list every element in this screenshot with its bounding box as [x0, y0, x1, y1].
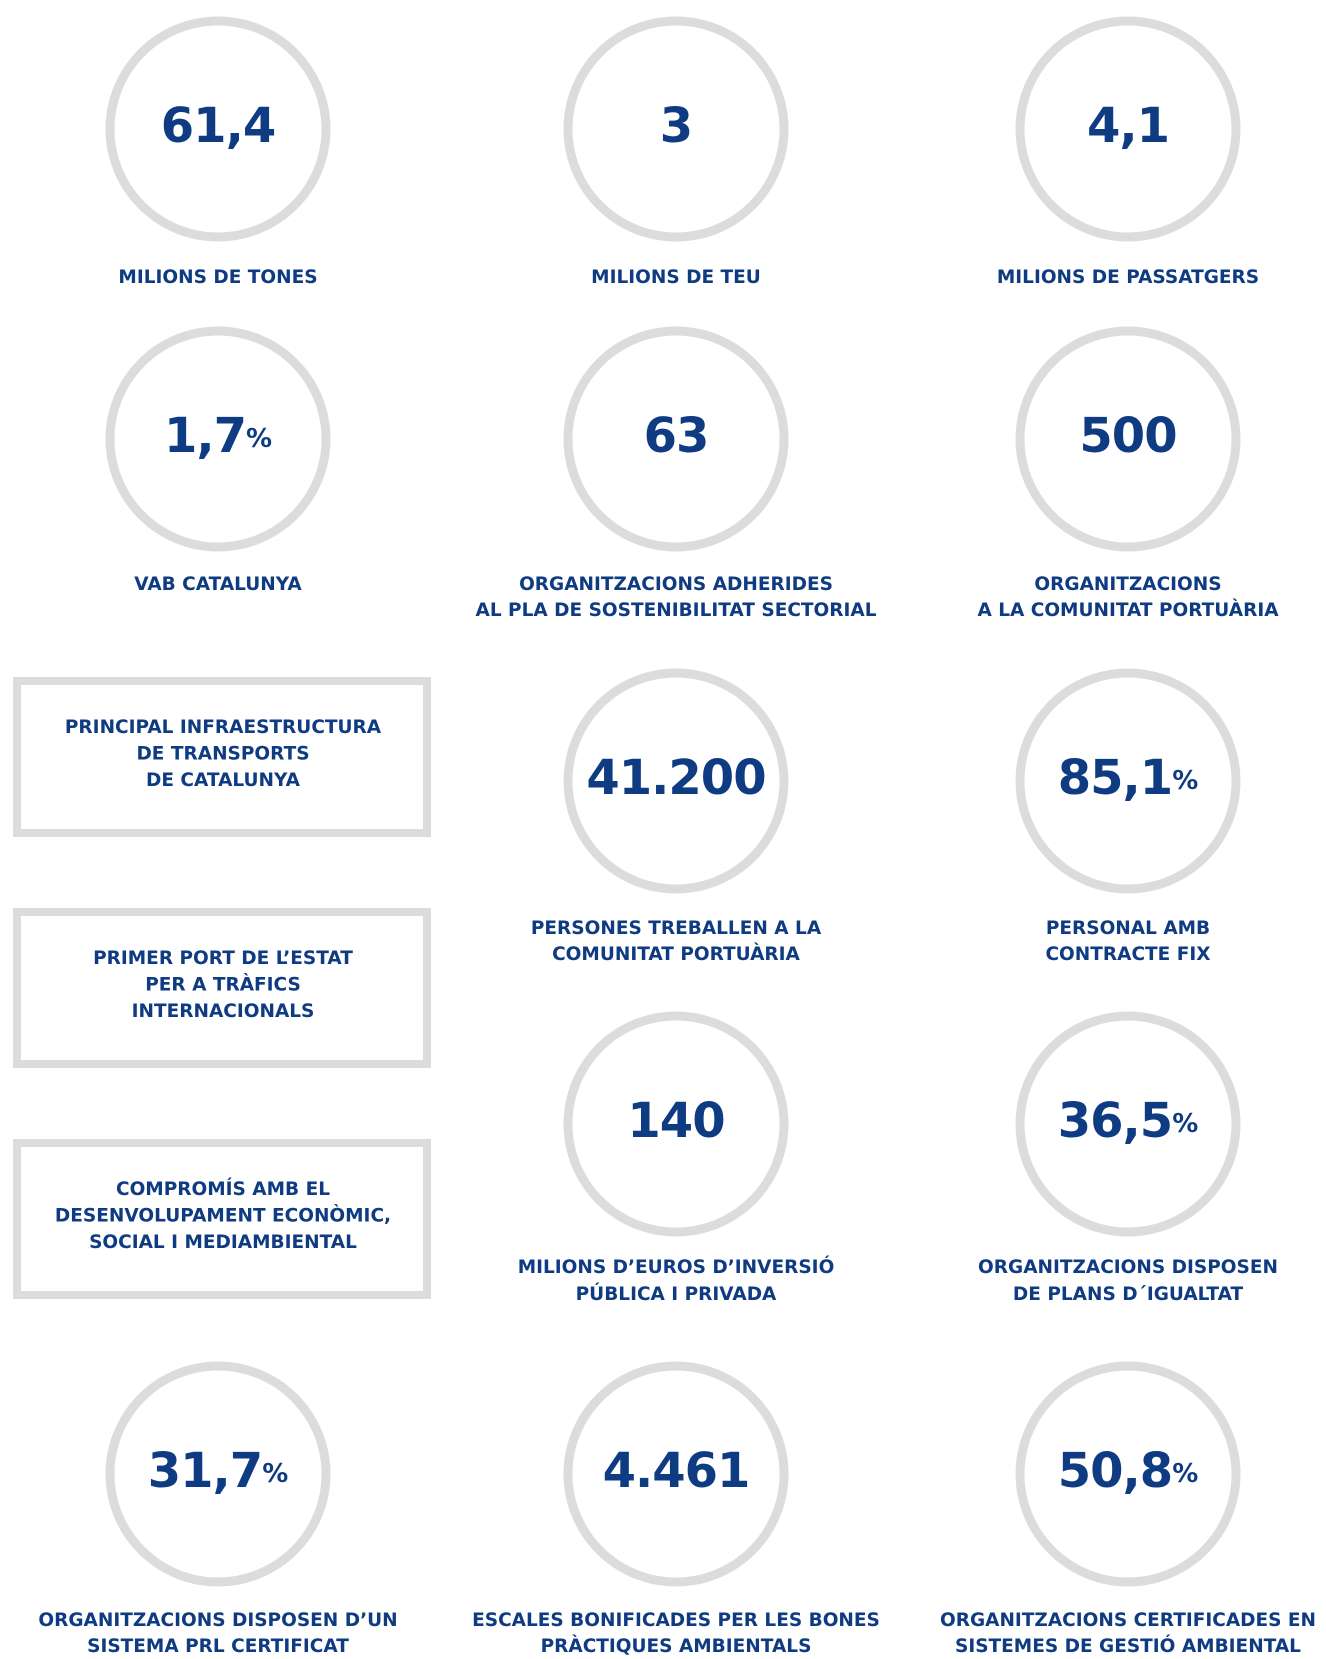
stat-value: 140 [627, 1093, 724, 1149]
stat-number: 50,8 [1058, 1443, 1172, 1499]
stat-number: 1,7 [164, 408, 246, 464]
stat: 4,1 MILIONS DE PASSATGERS [997, 16, 1259, 288]
stat-ring [1015, 1361, 1241, 1587]
stat-value: 50,8% [1058, 1443, 1199, 1499]
stat: 61,4 MILIONS DE TONES [105, 16, 331, 288]
stat-number: 140 [627, 1093, 724, 1149]
stat-number: 61,4 [161, 98, 275, 154]
stat: 140 MILIONS D’EUROS D’INVERSIÓ PÚBLICA I P… [518, 1011, 835, 1305]
stat-number: 85,1 [1058, 750, 1172, 806]
stat-ring [563, 668, 789, 894]
stat: 85,1% PERSONAL AMB CONTRACTE FIX [1015, 668, 1241, 965]
stat-number: 41.200 [586, 750, 765, 806]
stat-unit: % [246, 424, 272, 454]
stat-value: 4.461 [603, 1443, 750, 1499]
stat-value: 41.200 [586, 750, 765, 806]
info-box: PRINCIPAL INFRAESTRUCTURA DE TRANSPORTS DE… [13, 677, 431, 837]
stat-label: MILIONS D’EUROS D’INVERSIÓ [518, 1256, 835, 1278]
stat-value: 3 [660, 98, 692, 154]
stat-number: 500 [1079, 408, 1176, 464]
stat-ring [563, 1011, 789, 1237]
stat-label: ORGANITZACIONS DISPOSEN D’UN [38, 1610, 397, 1631]
stat-value: 500 [1079, 408, 1176, 464]
stat: 1,7% VAB CATALUNYA [105, 326, 331, 595]
stat-value: 31,7% [148, 1443, 289, 1499]
stat: 31,7% ORGANITZACIONS DISPOSEN D’UN SISTEMA… [38, 1361, 398, 1657]
stat-value: 85,1% [1058, 750, 1199, 806]
stat: 4.461 ESCALES BONIFICADES PER LES BONES PR… [472, 1361, 880, 1657]
stat-label: PRÀCTIQUES AMBIENTALS [541, 1635, 812, 1657]
stat-label: MILIONS DE TONES [118, 267, 317, 288]
stat-value: 4,1 [1087, 98, 1169, 154]
stat-ring [563, 16, 789, 242]
stat-number: 3 [660, 98, 692, 154]
info-box: COMPROMÍS AMB EL DESENVOLUPAMENT ECONÒMIC… [13, 1139, 431, 1299]
stat-label: MILIONS DE PASSATGERS [997, 267, 1259, 288]
box-text: INTERNACIONALS [132, 1001, 315, 1022]
info-box: PRIMER PORT DE L’ESTAT PER A TRÀFICS INTER… [13, 908, 431, 1068]
box-text: DE CATALUNYA [146, 770, 301, 791]
box-text: PRIMER PORT DE L’ESTAT [93, 948, 353, 969]
stat-unit: % [262, 1459, 288, 1489]
box-frame [13, 1139, 431, 1299]
stat-number: 63 [644, 408, 709, 464]
stat-label: VAB CATALUNYA [134, 574, 302, 595]
stat-unit: % [1172, 1459, 1198, 1489]
stat: 41.200 PERSONES TREBALLEN A LA COMUNITAT P… [531, 668, 822, 965]
stat-ring [1015, 1011, 1241, 1237]
stat-label: A LA COMUNITAT PORTUÀRIA [977, 599, 1279, 621]
stat-label: AL PLA DE SOSTENIBILITAT SECTORIAL [476, 600, 877, 621]
stat-label: ESCALES BONIFICADES PER LES BONES [472, 1610, 880, 1631]
stat-ring [563, 1361, 789, 1587]
stat-label: CONTRACTE FIX [1045, 944, 1210, 965]
stat-label: ORGANITZACIONS ADHERIDES [519, 574, 833, 595]
stat-unit: % [1172, 766, 1198, 796]
stat: 36,5% ORGANITZACIONS DISPOSEN DE PLANS D´I… [978, 1011, 1278, 1305]
stat-number: 31,7 [148, 1443, 262, 1499]
stat-ring [1015, 668, 1241, 894]
stat-value: 36,5% [1058, 1093, 1199, 1149]
box-text: DE TRANSPORTS [136, 744, 309, 765]
stat-ring [105, 16, 331, 242]
stat-label: SISTEMA PRL CERTIFICAT [87, 1636, 349, 1657]
stat-number: 4,1 [1087, 98, 1169, 154]
stat-label: COMUNITAT PORTUÀRIA [552, 943, 800, 965]
stat-number: 36,5 [1058, 1093, 1172, 1149]
box-frame [13, 677, 431, 837]
box-text: PRINCIPAL INFRAESTRUCTURA [65, 717, 382, 738]
stat-label: PERSONAL AMB [1046, 918, 1210, 939]
box-text: PER A TRÀFICS [145, 974, 301, 996]
box-text: SOCIAL I MEDIAMBIENTAL [89, 1232, 357, 1253]
stat-ring [563, 326, 789, 552]
box-text: COMPROMÍS AMB EL [116, 1178, 330, 1200]
stat-label: ORGANITZACIONS CERTIFICADES EN [940, 1610, 1316, 1631]
stat-ring [105, 1361, 331, 1587]
stat-value: 61,4 [161, 98, 275, 154]
stat: 50,8% ORGANITZACIONS CERTIFICADES EN SISTE… [940, 1361, 1316, 1657]
stat-ring [1015, 16, 1241, 242]
stat-value: 63 [644, 408, 709, 464]
stat-number: 4.461 [603, 1443, 750, 1499]
stat-ring [1015, 326, 1241, 552]
stat-label: MILIONS DE TEU [591, 267, 761, 288]
stat: 3 MILIONS DE TEU [563, 16, 789, 288]
stat-value: 1,7% [164, 408, 272, 464]
stat-label: SISTEMES DE GESTIÓ AMBIENTAL [955, 1635, 1301, 1657]
stat-label: PÚBLICA I PRIVADA [576, 1283, 777, 1305]
stat: 63 ORGANITZACIONS ADHERIDES AL PLA DE SOST… [476, 326, 877, 621]
stat: 500 ORGANITZACIONS A LA COMUNITAT PORTUÀRI… [977, 326, 1279, 621]
stat-unit: % [1172, 1109, 1198, 1139]
stat-label: ORGANITZACIONS DISPOSEN [978, 1257, 1278, 1278]
stat-label: PERSONES TREBALLEN A LA [531, 918, 822, 939]
stat-ring [105, 326, 331, 552]
box-frame [13, 908, 431, 1068]
stat-label: DE PLANS D´IGUALTAT [1013, 1284, 1244, 1305]
box-text: DESENVOLUPAMENT ECONÒMIC, [55, 1205, 391, 1227]
stat-label: ORGANITZACIONS [1034, 574, 1221, 595]
